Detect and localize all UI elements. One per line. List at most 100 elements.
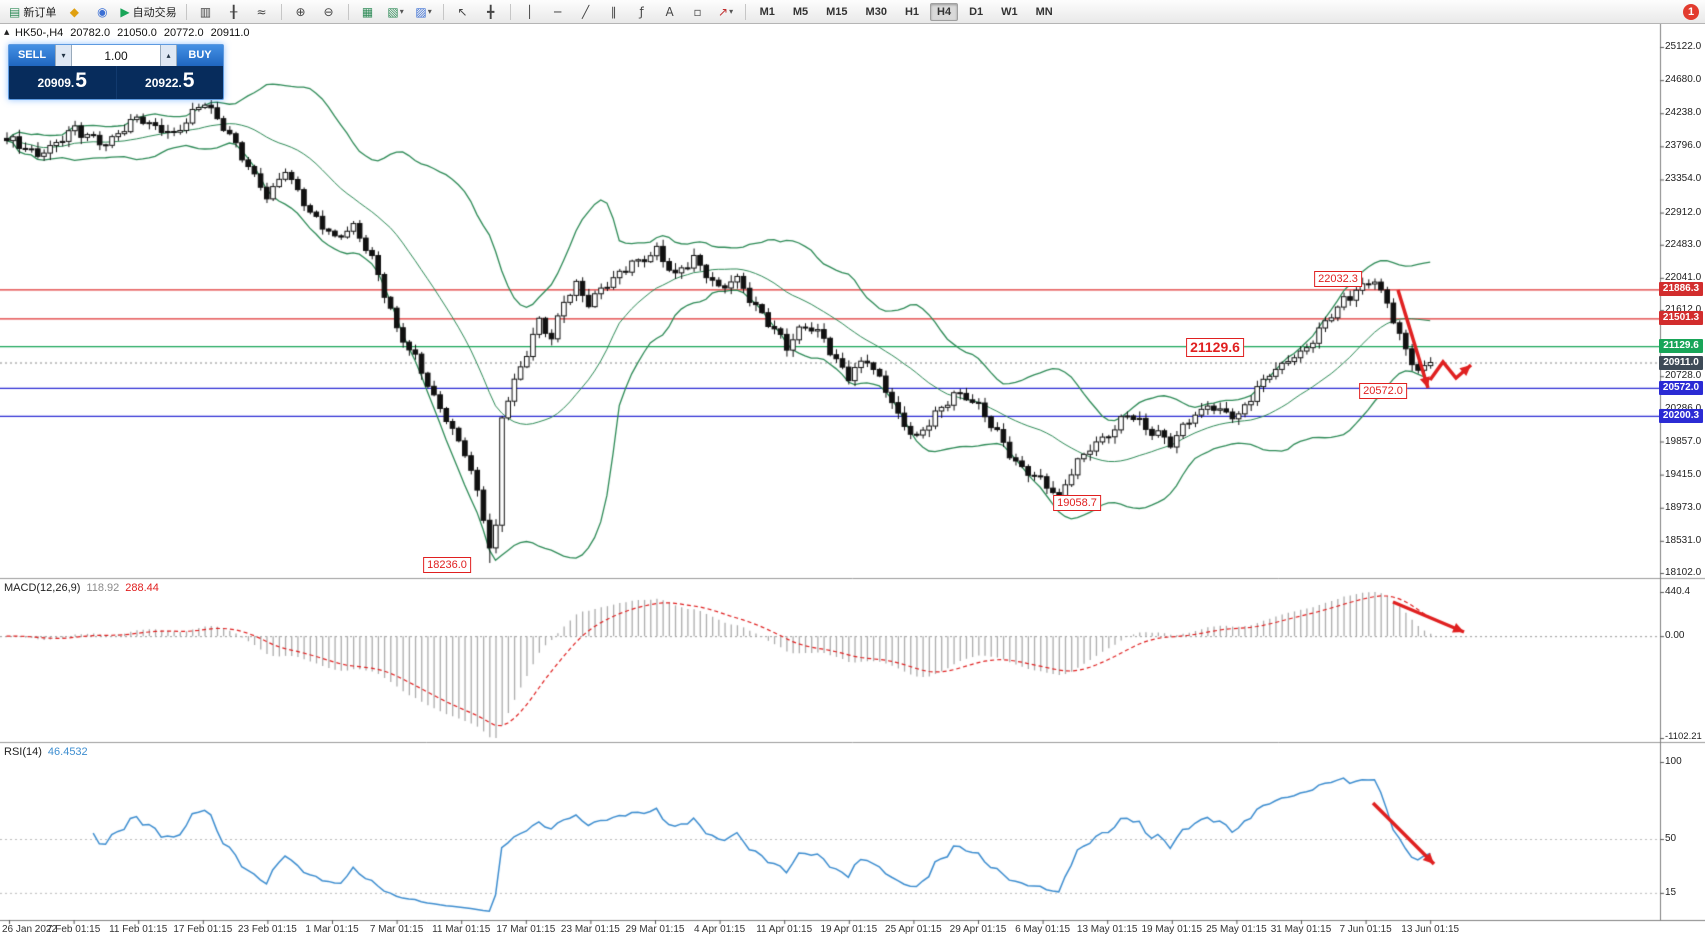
time-axis-label: 7 Mar 01:15 <box>369 924 424 935</box>
arrows-button[interactable]: ↗ ▾ <box>713 1 739 23</box>
cursor-button[interactable]: ↖ <box>450 1 476 23</box>
buy-price[interactable]: 20922. 5 <box>117 66 224 99</box>
crosshair-button[interactable]: ╋ <box>478 1 504 23</box>
price-annotation[interactable]: 18236.0 <box>423 556 471 573</box>
candlestick-chart-button[interactable]: ╂ <box>221 1 247 23</box>
sell-button[interactable]: SELL <box>9 45 55 66</box>
tile-windows-button[interactable]: ▦ <box>355 1 381 23</box>
price-chart-canvas[interactable] <box>0 24 1705 944</box>
sell-price-pips: 5 <box>75 69 87 92</box>
collapse-triangle-icon: ▲ <box>4 28 10 36</box>
fibonacci-icon: ƒ <box>639 4 644 19</box>
autotrading-button[interactable]: ▶ 自动交易 <box>117 1 179 23</box>
candlestick-chart-icon: ╂ <box>229 4 238 19</box>
macd-axis-label: 0.00 <box>1665 630 1685 642</box>
zoom-in-button[interactable]: ⊕ <box>288 1 314 23</box>
timeframe-button-M1[interactable]: M1 <box>759 5 775 18</box>
autotrading-icon: ▶ <box>120 4 130 19</box>
toolbar-buttons: ▤ 新订单 ◆ ◉ ▶ 自动交易 ▥ ╂ ≈ ⊕ ⊖ ▦ ▧ ▾ ▨ ▾ ↖ ╋ │ ─ ╱ ∥ ƒ A ▫ ↗ ▾ M1 M5 M15 M… <box>6 1 1683 23</box>
notification-badge[interactable]: 1 <box>1683 3 1699 20</box>
buy-price-pips: 5 <box>182 69 195 92</box>
profiles-icon: ▨ <box>415 4 427 19</box>
timeframe-button-H4[interactable]: H4 <box>930 2 959 21</box>
time-axis-label: 4 Apr 01:15 <box>694 924 746 935</box>
toolbar-separator <box>347 3 349 20</box>
fibonacci-button[interactable]: ƒ <box>629 1 655 23</box>
price-tag: 20911.0 <box>1659 355 1703 370</box>
market-watch-button[interactable]: ◆ <box>61 1 87 23</box>
profiles-button[interactable]: ▨ ▾ <box>411 1 437 23</box>
sell-price[interactable]: 20909. 5 <box>9 66 116 99</box>
new-order-button-label: 新订单 <box>23 6 57 19</box>
horizontal-line-button[interactable]: ─ <box>545 1 571 23</box>
time-axis-label: 11 Feb 01:15 <box>109 924 168 935</box>
cursor-icon: ↖ <box>457 4 468 19</box>
timeframe-button-W1[interactable]: W1 <box>1001 5 1018 18</box>
macd-name: MACD(12,26,9) <box>4 582 81 594</box>
timeframe-button-H1[interactable]: H1 <box>904 5 920 18</box>
time-axis-label: 26 Jan 2022 <box>2 924 58 935</box>
vertical-line-icon: │ <box>525 4 534 19</box>
line-chart-button[interactable]: ≈ <box>249 1 275 23</box>
volume-input[interactable] <box>72 45 160 66</box>
toolbar-separator <box>442 3 444 20</box>
time-axis-label: 25 Apr 01:15 <box>885 924 942 935</box>
main-toolbar: ▤ 新订单 ◆ ◉ ▶ 自动交易 ▥ ╂ ≈ ⊕ ⊖ ▦ ▧ ▾ ▨ ▾ ↖ ╋ │ ─ ╱ ∥ ƒ A ▫ ↗ ▾ M1 M5 M15 M… <box>0 0 1705 24</box>
trendline-button[interactable]: ╱ <box>573 1 599 23</box>
toolbar-separator <box>185 3 187 20</box>
one-click-panel-toggle[interactable]: ▲ <box>4 28 9 36</box>
buy-button[interactable]: BUY <box>177 45 223 66</box>
rsi-axis-label: 50 <box>1665 833 1677 844</box>
price-axis-label: 21612.0 <box>1665 304 1702 315</box>
rsi-name: RSI(14) <box>4 746 42 758</box>
sell-price-main: 20909. <box>37 76 75 90</box>
rsi-axis-label: 100 <box>1665 756 1682 767</box>
crosshair-icon: ╋ <box>486 4 495 19</box>
new-chart-button[interactable]: ▧ ▾ <box>383 1 409 23</box>
volume-decrease-button[interactable]: ▾ <box>55 45 72 66</box>
arrows-icon: ↗ <box>718 4 729 19</box>
new-order-button[interactable]: ▤ 新订单 <box>6 1 59 23</box>
bar-chart-button[interactable]: ▥ <box>193 1 219 23</box>
data-window-button[interactable]: ◉ <box>89 1 115 23</box>
timeframe-button-M5[interactable]: M5 <box>792 5 809 18</box>
price-axis-label: 19415.0 <box>1665 468 1702 480</box>
macd-axis-label: -1102.21 <box>1665 731 1702 742</box>
tile-windows-icon: ▦ <box>361 4 374 19</box>
volume-increase-button[interactable]: ▴ <box>160 45 177 66</box>
timeframe-button-M30[interactable]: M30 <box>865 5 887 18</box>
zoom-out-icon: ⊖ <box>323 4 334 19</box>
low-value: 20772.0 <box>163 27 204 39</box>
new-chart-icon: ▧ <box>387 4 399 19</box>
price-annotation[interactable]: 22032.3 <box>1314 271 1362 288</box>
timeframe-button-D1[interactable]: D1 <box>969 5 984 18</box>
price-tag: 20200.3 <box>1659 408 1703 423</box>
chevron-down-icon: ▾ <box>61 51 66 60</box>
time-axis-label: 19 Apr 01:15 <box>820 924 878 935</box>
price-axis-label: 22041.0 <box>1665 271 1702 283</box>
text-button[interactable]: A <box>657 1 683 23</box>
text-label-icon: ▫ <box>693 4 702 19</box>
timeframe-button-MN[interactable]: MN <box>1035 5 1053 18</box>
price-annotation[interactable]: 20572.0 <box>1359 382 1407 399</box>
chevron-down-icon: ▾ <box>427 7 432 16</box>
channel-icon: ∥ <box>610 4 617 19</box>
price-annotation[interactable]: 21129.6 <box>1186 338 1244 358</box>
text-label-button[interactable]: ▫ <box>685 1 711 23</box>
bar-chart-icon: ▥ <box>199 4 212 19</box>
channel-button[interactable]: ∥ <box>601 1 627 23</box>
vertical-line-button[interactable]: │ <box>517 1 543 23</box>
toolbar-separator <box>744 3 746 20</box>
time-axis-label: 19 May 01:15 <box>1141 924 1203 935</box>
time-axis-label: 17 Mar 01:15 <box>496 924 556 935</box>
timeframe-button-M15[interactable]: M15 <box>826 5 848 18</box>
rsi-axis-label: 15 <box>1665 886 1677 898</box>
time-axis-label: 29 Apr 01:15 <box>949 924 1007 935</box>
price-tag: 21886.3 <box>1659 282 1703 297</box>
price-annotation[interactable]: 19058.7 <box>1053 495 1101 512</box>
zoom-out-button[interactable]: ⊖ <box>316 1 342 23</box>
price-axis-label: 19857.0 <box>1665 435 1702 447</box>
price-axis-label: 22912.0 <box>1665 206 1702 218</box>
price-axis-label: 18973.0 <box>1665 501 1702 513</box>
